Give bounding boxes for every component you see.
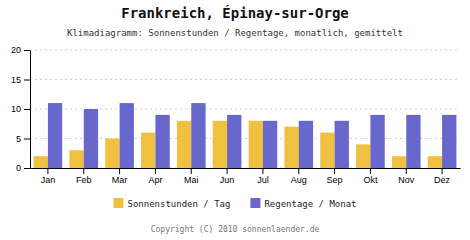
x-tick: Nov bbox=[398, 168, 415, 185]
x-axis-line bbox=[31, 168, 461, 169]
grid-line bbox=[30, 50, 460, 51]
bar bbox=[227, 115, 241, 168]
y-tick-mark bbox=[24, 50, 30, 51]
bar bbox=[213, 121, 227, 168]
legend-item: Sonnenstunden / Tag bbox=[113, 198, 230, 209]
y-tick: 20 bbox=[11, 45, 30, 55]
y-tick: 0 bbox=[16, 163, 30, 173]
bar bbox=[141, 133, 155, 168]
x-tick: Sep bbox=[327, 168, 343, 185]
y-tick-label: 15 bbox=[11, 75, 21, 85]
annotation: Copyright (C) 2010 sonnenlaender.de bbox=[151, 225, 320, 234]
y-tick-mark bbox=[24, 109, 30, 110]
x-tick-mark bbox=[406, 168, 407, 174]
x-tick-label: Sep bbox=[327, 175, 343, 185]
bar bbox=[177, 121, 191, 168]
x-tick: Jul bbox=[257, 168, 269, 185]
y-tick-label: 0 bbox=[16, 163, 21, 173]
legend-label: Sonnenstunden / Tag bbox=[127, 199, 230, 209]
y-tick-label: 5 bbox=[16, 134, 21, 144]
subtitle: Klimadiagramm: Sonnenstunden / Regentage… bbox=[67, 28, 403, 38]
x-tick-mark bbox=[262, 168, 263, 174]
bar bbox=[34, 156, 48, 168]
y-tick-mark bbox=[24, 168, 30, 169]
bar bbox=[105, 139, 119, 169]
y-axis-line bbox=[30, 51, 31, 169]
y-tick-label: 10 bbox=[11, 104, 21, 114]
y-tick-mark bbox=[24, 80, 30, 81]
x-tick-mark bbox=[191, 168, 192, 174]
x-tick: Feb bbox=[76, 168, 92, 185]
grid bbox=[30, 50, 460, 168]
x-tick: Aug bbox=[291, 168, 307, 185]
bar bbox=[284, 127, 298, 168]
bar bbox=[428, 156, 442, 168]
legend-item: Regentage / Monat bbox=[250, 198, 356, 209]
x-tick-label: Feb bbox=[76, 175, 92, 185]
x-tick-mark bbox=[47, 168, 48, 174]
x-tick-mark bbox=[334, 168, 335, 174]
grid-line bbox=[30, 79, 460, 80]
y-tick-label: 20 bbox=[11, 45, 21, 55]
bar bbox=[406, 115, 420, 168]
x-tick-mark bbox=[83, 168, 84, 174]
bar bbox=[191, 103, 205, 168]
bar bbox=[48, 103, 62, 168]
x-tick-label: Jan bbox=[41, 175, 56, 185]
x-tick-label: Jun bbox=[220, 175, 235, 185]
x-tick-mark bbox=[370, 168, 371, 174]
x-tick-mark bbox=[155, 168, 156, 174]
bar bbox=[356, 144, 370, 168]
chart: Frankreich, Épinay-sur-Orge Klimadiagramm… bbox=[0, 0, 470, 240]
x-tick: Apr bbox=[148, 168, 162, 185]
bar bbox=[263, 121, 277, 168]
x-tick-label: Mar bbox=[112, 175, 128, 185]
x-tick-label: Apr bbox=[148, 175, 162, 185]
bar bbox=[84, 109, 98, 168]
bar bbox=[155, 115, 169, 168]
x-tick: Jan bbox=[41, 168, 56, 185]
x-tick-mark bbox=[298, 168, 299, 174]
x-tick-mark bbox=[442, 168, 443, 174]
x-tick: Jun bbox=[220, 168, 235, 185]
x-tick-label: Jul bbox=[257, 175, 269, 185]
x-tick-label: Mai bbox=[184, 175, 199, 185]
y-tick: 15 bbox=[11, 75, 30, 85]
title: Frankreich, Épinay-sur-Orge bbox=[121, 5, 349, 21]
x-tick-label: Nov bbox=[398, 175, 415, 185]
bar bbox=[69, 150, 83, 168]
bar bbox=[120, 103, 134, 168]
legend-swatch bbox=[250, 198, 260, 208]
x-tick-label: Dez bbox=[434, 175, 451, 185]
bar bbox=[320, 133, 334, 168]
x-tick: Mar bbox=[112, 168, 128, 185]
bar bbox=[442, 115, 456, 168]
legend-label: Regentage / Monat bbox=[264, 199, 356, 209]
bar bbox=[335, 121, 349, 168]
x-tick-label: Okt bbox=[363, 175, 378, 185]
plot: 0 5 10 15 20 Jan Feb Mar Apr Mai Jun Jul Aug Sep Okt No… bbox=[11, 45, 461, 185]
y-tick: 10 bbox=[11, 104, 30, 114]
x-tick-mark bbox=[227, 168, 228, 174]
x-axis: Jan Feb Mar Apr Mai Jun Jul Aug Sep Okt Nov Dez bbox=[31, 168, 461, 185]
legend-swatch bbox=[113, 198, 123, 208]
x-tick-label: Aug bbox=[291, 175, 307, 185]
bar bbox=[392, 156, 406, 168]
bar bbox=[299, 121, 313, 168]
x-tick: Mai bbox=[184, 168, 199, 185]
y-tick-mark bbox=[24, 139, 30, 140]
bar bbox=[249, 121, 263, 168]
bar-series bbox=[48, 103, 457, 168]
bars bbox=[34, 103, 457, 168]
bar bbox=[370, 115, 384, 168]
x-tick: Dez bbox=[434, 168, 451, 185]
y-axis: 0 5 10 15 20 bbox=[11, 45, 31, 173]
legend: Sonnenstunden / Tag Regentage / Monat bbox=[113, 198, 356, 209]
x-tick-mark bbox=[119, 168, 120, 174]
y-tick: 5 bbox=[16, 134, 30, 144]
x-tick: Okt bbox=[363, 168, 378, 185]
